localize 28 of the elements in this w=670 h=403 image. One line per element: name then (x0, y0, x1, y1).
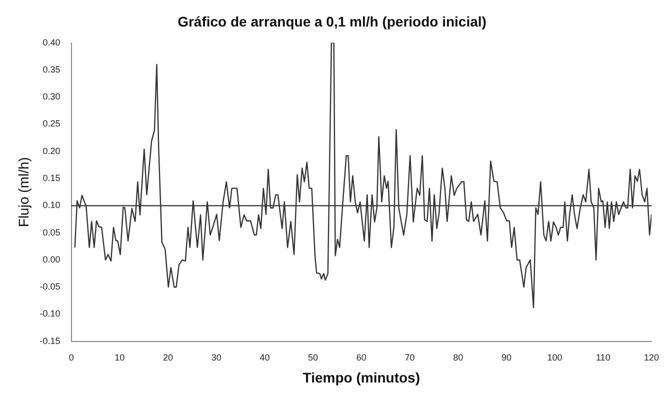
x-tick-label: 0 (68, 352, 74, 362)
x-tick-label: 20 (163, 352, 174, 362)
y-tick-label: -0.10 (40, 308, 60, 319)
y-tick-label: 0.25 (42, 118, 60, 129)
x-tick-label: 70 (404, 352, 415, 362)
x-axis-title: Tiempo (minutos) (302, 369, 420, 386)
x-tick-label: 30 (211, 352, 222, 362)
y-tick-label: 0.05 (42, 227, 60, 238)
x-tick-label: 10 (114, 352, 125, 362)
x-tick-label: 110 (596, 352, 610, 362)
y-tick-label: 0.20 (42, 146, 60, 156)
y-tick-label: 0.30 (42, 92, 60, 102)
x-tick-label: 80 (453, 352, 464, 362)
y-tick-label: -0.05 (40, 282, 60, 292)
x-tick-label: 100 (547, 352, 562, 362)
y-tick-label: 0.40 (42, 37, 60, 48)
y-tick-label: 0.00 (42, 254, 60, 264)
x-tick-label: 50 (308, 352, 318, 362)
y-axis-title: Flujo (ml/h) (15, 157, 32, 228)
chart-title: Gráfico de arranque a 0,1 ml/h (periodo inicial) (178, 13, 486, 30)
y-tick-label: 0.10 (42, 200, 60, 210)
x-tick-label: 120 (644, 352, 660, 362)
x-tick-label: 90 (501, 352, 512, 362)
y-tick-label: -0.15 (40, 336, 60, 346)
x-tick-label: 60 (356, 352, 366, 362)
y-tick-label: 0.15 (42, 173, 60, 184)
y-tick-label: 0.35 (42, 64, 60, 74)
x-tick-label: 40 (260, 352, 270, 362)
